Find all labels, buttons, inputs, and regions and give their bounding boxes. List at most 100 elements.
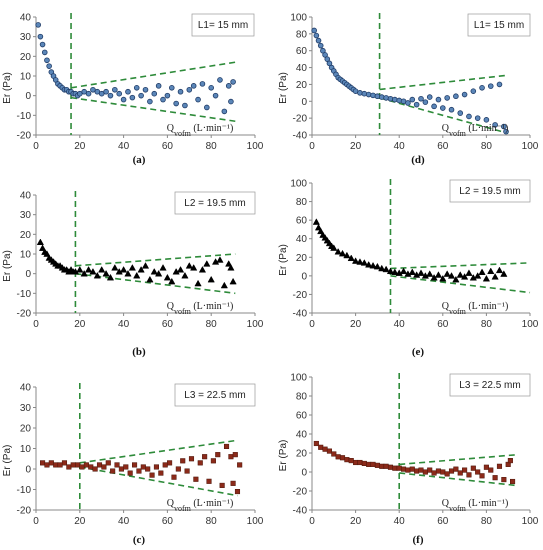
- y-tick-label: 60: [296, 216, 308, 227]
- y-axis-label: Er (Pa): [2, 72, 13, 104]
- data-point: [482, 274, 491, 282]
- data-point: [312, 218, 320, 225]
- data-point: [199, 81, 206, 87]
- data-point: [151, 90, 158, 97]
- y-tick-label: -20: [293, 114, 308, 125]
- data-point: [335, 454, 341, 460]
- x-tick-label: 100: [522, 516, 539, 527]
- x-tick-label: 40: [118, 141, 130, 152]
- data-point: [92, 466, 98, 472]
- y-tick-label: 100: [290, 373, 307, 384]
- data-point: [361, 90, 368, 97]
- upper-trend-line: [79, 439, 238, 464]
- data-point: [322, 52, 328, 58]
- lower-trend-line: [75, 272, 236, 295]
- data-point: [177, 88, 184, 95]
- data-point: [37, 33, 44, 40]
- data-point: [500, 270, 508, 277]
- y-tick-label: -40: [293, 309, 308, 320]
- data-point: [202, 454, 208, 460]
- data-point: [478, 268, 486, 275]
- data-point: [426, 270, 434, 277]
- data-point: [153, 464, 159, 470]
- y-axis-label: Er (Pa): [278, 244, 289, 276]
- data-point: [356, 258, 364, 265]
- x-axis-label-subscript: vofm: [174, 504, 192, 513]
- data-point: [487, 267, 495, 275]
- data-point: [418, 95, 424, 102]
- data-point: [357, 90, 363, 96]
- data-point: [386, 267, 395, 275]
- data-point: [133, 271, 141, 279]
- y-tick-label: -20: [293, 290, 308, 301]
- data-point: [180, 458, 186, 464]
- legend-label: L2 = 19.5 mm: [459, 186, 520, 197]
- upper-trend-line: [379, 74, 509, 91]
- data-point: [334, 247, 342, 255]
- x-axis-label-subscript: vofm: [449, 504, 467, 513]
- data-point: [105, 460, 111, 466]
- x-tick-label: 80: [206, 516, 218, 527]
- y-tick-label: 30: [20, 32, 32, 43]
- chart-panel-c: -20 -10 0 10 20 30 40 0 20 40 60 80 100 Er (Pa) L3 = 2…: [2, 383, 264, 547]
- data-point: [422, 99, 429, 105]
- chart-panel-d: -40 -20 0 20 40 60 80 100 0 20 40 60 80 100 Er (Pa) L1=…: [278, 13, 539, 167]
- y-tick-label: 10: [20, 444, 32, 455]
- data-point: [83, 462, 89, 468]
- data-point: [125, 88, 131, 95]
- x-tick-label: 0: [33, 516, 39, 527]
- x-tick-label: 0: [33, 319, 39, 330]
- x-tick-label: 20: [74, 141, 86, 152]
- x-tick-label: 0: [33, 141, 39, 152]
- x-axis-label-units: (L·min⁻¹): [466, 301, 508, 312]
- data-point: [496, 463, 503, 469]
- legend-box: [191, 13, 255, 37]
- data-point: [207, 275, 215, 283]
- data-point: [370, 92, 376, 99]
- legend-box: [174, 191, 256, 215]
- x-tick-label: 100: [247, 319, 264, 330]
- y-tick-label: -20: [17, 131, 32, 142]
- data-point: [414, 468, 420, 474]
- data-point: [503, 128, 509, 135]
- x-tick-label: 80: [206, 141, 218, 152]
- x-tick-label: 20: [350, 516, 362, 527]
- data-point: [313, 32, 320, 39]
- data-point: [129, 94, 136, 101]
- data-point: [176, 266, 185, 273]
- data-point: [102, 269, 110, 277]
- y-tick-label: -10: [17, 485, 32, 496]
- panel-label: (c): [133, 534, 146, 546]
- data-point: [387, 464, 394, 470]
- data-point: [221, 108, 228, 115]
- data-point: [374, 462, 380, 468]
- x-tick-label: 100: [522, 141, 539, 152]
- x-tick-label: 80: [481, 141, 493, 152]
- x-axis-label-units: (L·min⁻¹): [191, 498, 233, 509]
- data-point: [324, 56, 331, 62]
- data-point: [217, 77, 223, 83]
- x-tick-label: 100: [247, 516, 264, 527]
- data-point: [344, 457, 350, 463]
- data-point: [206, 478, 212, 484]
- data-point: [141, 262, 150, 269]
- data-point: [317, 42, 324, 49]
- data-point: [465, 269, 473, 276]
- data-point: [470, 88, 477, 94]
- panel-label: (d): [411, 154, 425, 166]
- legend-box: [174, 383, 256, 407]
- data-point: [103, 88, 109, 95]
- data-point: [405, 467, 411, 473]
- x-tick-label: 80: [206, 319, 218, 330]
- data-point: [351, 257, 360, 264]
- legend-label: L2 = 19.5 mm: [184, 198, 245, 209]
- data-point: [84, 266, 93, 273]
- data-point: [146, 275, 154, 283]
- x-tick-label: 100: [247, 141, 264, 152]
- x-tick-label: 60: [162, 319, 174, 330]
- x-tick-label: 80: [481, 319, 493, 330]
- data-point: [431, 470, 437, 476]
- data-point: [35, 22, 41, 28]
- data-point: [155, 269, 163, 277]
- y-tick-label: 100: [290, 179, 307, 190]
